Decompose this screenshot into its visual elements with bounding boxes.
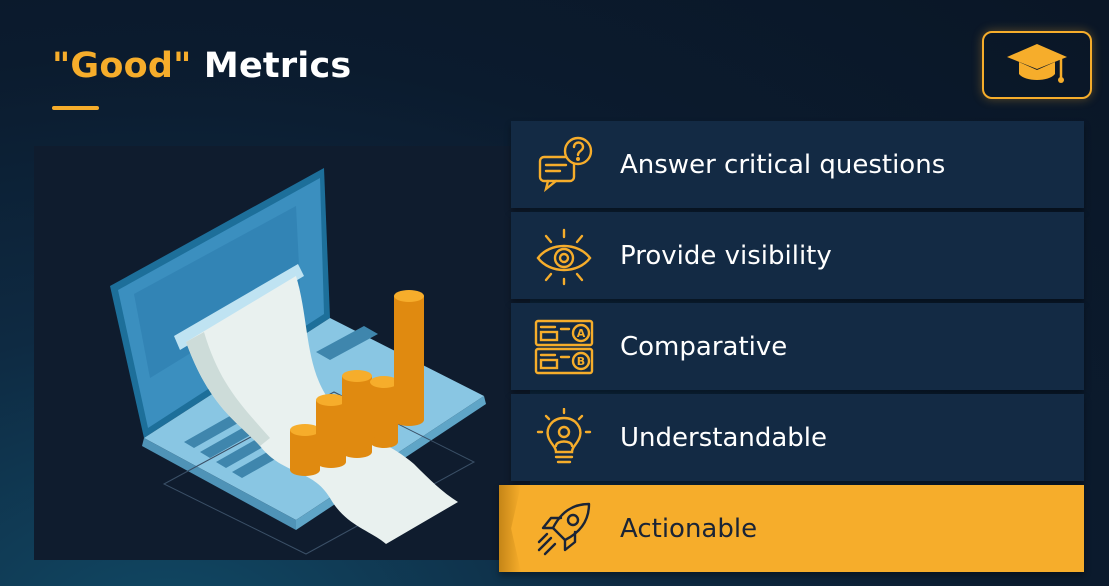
metrics-list: Answer critical questions Provide visibi… — [499, 121, 1084, 576]
metric-label: Provide visibility — [620, 240, 832, 271]
rocket-icon — [533, 498, 595, 560]
metric-label: Understandable — [620, 422, 828, 453]
title-underline — [52, 106, 99, 110]
metric-label: Answer critical questions — [620, 149, 946, 180]
page-title: "Good" Metrics — [52, 46, 351, 86]
graduation-cap-icon — [1007, 44, 1067, 83]
title-highlight: "Good" — [52, 46, 192, 86]
title-rest: Metrics — [191, 46, 352, 86]
eye-icon — [533, 225, 595, 287]
metric-item-actionable: Actionable — [499, 485, 1084, 572]
question-chat-icon — [533, 134, 595, 196]
svg-text:A: A — [577, 327, 586, 340]
metric-item-answer-critical-questions: Answer critical questions — [511, 121, 1084, 208]
lightbulb-person-icon — [533, 407, 595, 469]
ab-compare-icon: A B — [533, 316, 595, 378]
svg-text:B: B — [577, 355, 585, 368]
metric-item-provide-visibility: Provide visibility — [511, 212, 1084, 299]
metric-label: Comparative — [620, 331, 788, 362]
laptop-receipt-coins-illustration — [110, 168, 486, 555]
metrics-illustration — [34, 146, 530, 560]
metric-label: Actionable — [620, 513, 758, 544]
graduation-badge — [982, 31, 1092, 99]
metric-item-comparative: A B Comparative — [511, 303, 1084, 390]
metric-item-understandable: Understandable — [511, 394, 1084, 481]
